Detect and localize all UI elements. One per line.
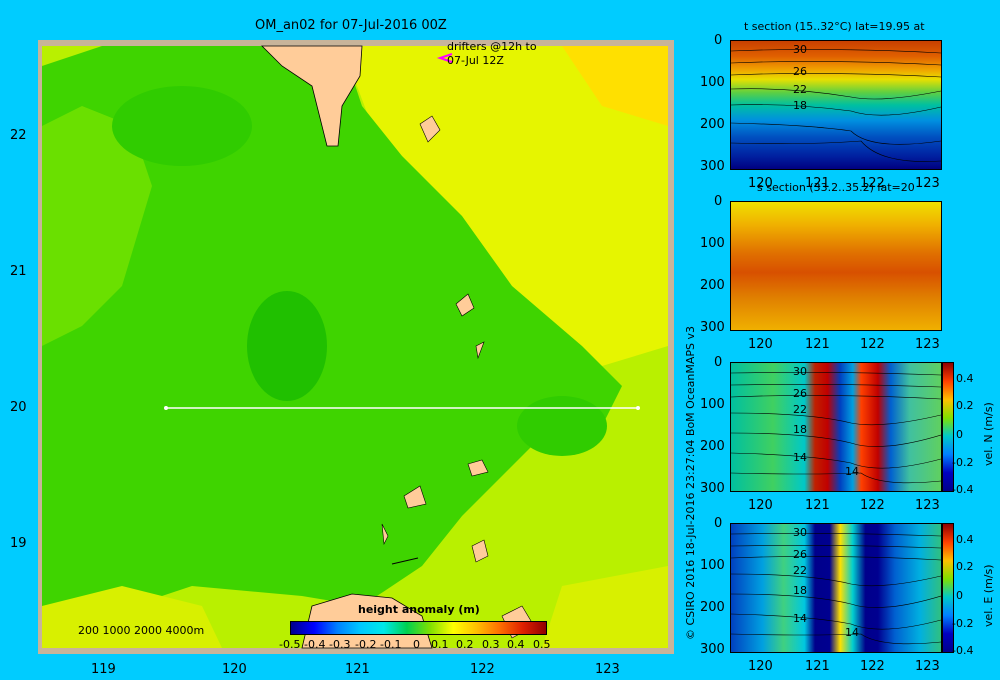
cb-tick: 0.5 [533, 638, 551, 651]
s-section-title: s section (33.2..35.2) lat=20 [757, 181, 915, 194]
n-contour-label: 14 [845, 465, 859, 478]
e-contour-label: 30 [793, 526, 807, 539]
vel-e-contours [731, 533, 941, 645]
x-tick: 123 [595, 662, 620, 677]
vel-e-colorbar-label: vel. E (m/s) [982, 564, 995, 627]
x-tick: 121 [345, 662, 370, 677]
main-title: OM_an02 for 07-Jul-2016 00Z [255, 18, 447, 33]
depth-legend: 200 1000 2000 4000m [78, 624, 205, 637]
colorbar-ticks: -0.5 -0.4 -0.3 -0.2 -0.1 0 0.1 0.2 0.3 0… [279, 638, 554, 652]
t-contour-label: 22 [793, 83, 807, 96]
y-tick: 19 [10, 536, 27, 551]
t-section-plot: 30 26 22 18 [730, 40, 942, 170]
e-contour-label: 14 [845, 626, 859, 639]
height-colorbar [290, 621, 547, 635]
n-contour-label: 18 [793, 423, 807, 436]
e-contour-label: 14 [793, 612, 807, 625]
credit-text: © CSIRO 2016 18-Jul-2016 23:27:04 BoM Oc… [684, 326, 697, 640]
y-tick: 20 [10, 400, 27, 415]
n-contour-label: 30 [793, 365, 807, 378]
n-contour-label: 14 [793, 451, 807, 464]
vel-e-plot: 30 26 22 18 14 14 [730, 523, 942, 653]
vel-n-contours [731, 372, 941, 484]
cb-tick: 0 [413, 638, 420, 651]
t-contour-label: 26 [793, 65, 807, 78]
e-contour-label: 26 [793, 548, 807, 561]
cb-tick: 0.4 [507, 638, 525, 651]
y-tick: 21 [10, 264, 27, 279]
t-contour-label: 30 [793, 43, 807, 56]
s-section-plot [730, 201, 942, 331]
vel-n-colorbar-label: vel. N (m/s) [982, 402, 995, 466]
cb-tick: -0.4 [304, 638, 326, 651]
cb-tick: -0.3 [329, 638, 351, 651]
cb-tick: -0.1 [380, 638, 402, 651]
y-tick: 22 [10, 128, 27, 143]
n-contour-label: 22 [793, 403, 807, 416]
e-contour-label: 22 [793, 564, 807, 577]
drifters-label-1: drifters @12h to [447, 40, 537, 53]
t-contours [731, 49, 941, 162]
cb-tick: 0.1 [431, 638, 449, 651]
vel-n-colorbar [942, 362, 954, 492]
colorbar-title: height anomaly (m) [358, 603, 480, 616]
cb-tick: 0.2 [456, 638, 474, 651]
x-tick: 119 [91, 662, 116, 677]
x-tick: 120 [222, 662, 247, 677]
drifters-label-2: 07-Jul 12Z [447, 54, 504, 67]
t-contour-label: 18 [793, 99, 807, 112]
vel-n-plot: 30 26 22 18 14 14 [730, 362, 942, 492]
vel-e-colorbar [942, 523, 954, 653]
n-contour-label: 26 [793, 387, 807, 400]
e-contour-label: 18 [793, 584, 807, 597]
t-section-title: t section (15..32°C) lat=19.95 at [744, 20, 925, 33]
cb-tick: -0.5 [279, 638, 301, 651]
cb-tick: 0.3 [482, 638, 500, 651]
x-tick: 122 [470, 662, 495, 677]
cb-tick: -0.2 [355, 638, 377, 651]
main-map [38, 40, 674, 654]
